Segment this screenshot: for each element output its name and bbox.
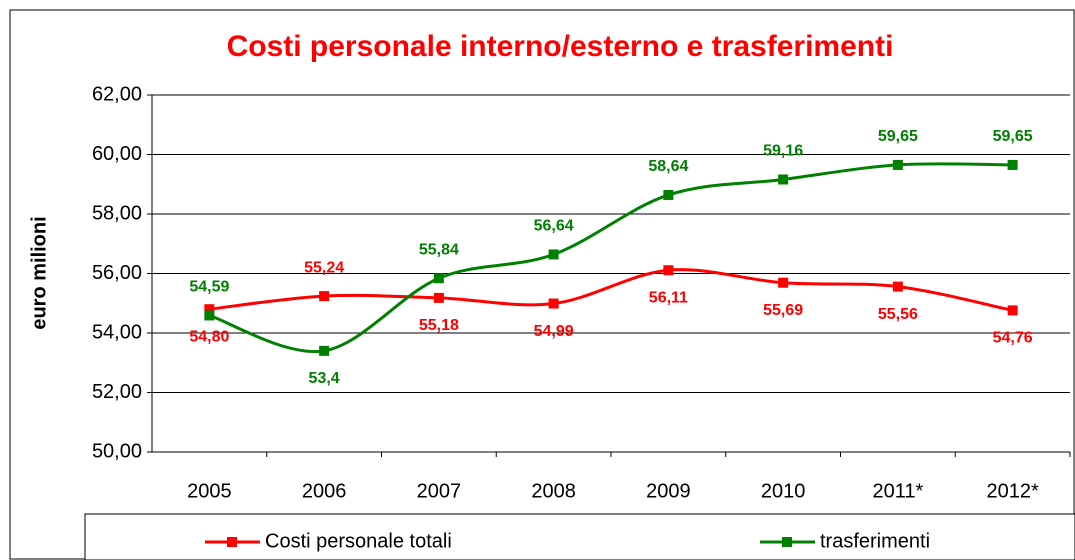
x-tick-label: 2012* bbox=[986, 480, 1038, 502]
marker bbox=[433, 273, 444, 284]
data-label: 56,64 bbox=[534, 218, 574, 235]
chart-title: Costi personale interno/esterno e trasfe… bbox=[227, 30, 894, 63]
legend-box bbox=[84, 513, 1075, 560]
marker bbox=[1007, 159, 1018, 170]
data-label: 54,76 bbox=[993, 330, 1033, 347]
legend-marker bbox=[782, 537, 792, 547]
data-label: 54,80 bbox=[189, 328, 229, 345]
data-label: 55,18 bbox=[419, 317, 459, 334]
x-tick-label: 2011* bbox=[872, 480, 923, 502]
marker bbox=[204, 310, 215, 321]
y-tick-label: 50,00 bbox=[92, 440, 142, 462]
data-label: 53,4 bbox=[309, 370, 340, 387]
y-axis-label: euro milioni bbox=[28, 216, 50, 329]
marker bbox=[892, 159, 903, 170]
marker bbox=[204, 304, 215, 315]
data-label: 59,65 bbox=[878, 128, 918, 145]
marker bbox=[548, 249, 559, 260]
marker bbox=[778, 174, 789, 185]
x-tick-label: 2009 bbox=[646, 480, 691, 502]
legend-label: Costi personale totali bbox=[265, 530, 452, 552]
marker bbox=[548, 298, 559, 309]
data-label: 58,64 bbox=[648, 158, 688, 175]
marker bbox=[663, 189, 674, 200]
line bbox=[209, 268, 1013, 312]
marker bbox=[1007, 305, 1018, 316]
marker bbox=[433, 292, 444, 303]
x-tick-label: 2007 bbox=[417, 480, 462, 502]
y-tick-label: 60,00 bbox=[92, 143, 142, 165]
data-label: 55,69 bbox=[763, 302, 803, 319]
legend-marker bbox=[227, 537, 237, 547]
data-label: 55,84 bbox=[419, 241, 459, 258]
marker bbox=[319, 345, 330, 356]
x-tick-label: 2010 bbox=[761, 480, 806, 502]
data-label: 54,59 bbox=[189, 279, 229, 296]
y-tick-label: 62,00 bbox=[92, 83, 142, 105]
data-label: 56,11 bbox=[649, 289, 688, 306]
y-tick-label: 54,00 bbox=[92, 321, 142, 343]
x-tick-label: 2005 bbox=[187, 480, 232, 502]
data-label: 55,24 bbox=[304, 259, 344, 276]
data-label: 59,65 bbox=[993, 128, 1033, 145]
chart-frame bbox=[9, 9, 1075, 560]
marker bbox=[892, 281, 903, 292]
marker bbox=[663, 265, 674, 276]
x-tick-label: 2008 bbox=[531, 480, 576, 502]
y-tick-label: 58,00 bbox=[92, 202, 142, 224]
data-label: 54,99 bbox=[534, 323, 574, 340]
legend-label: trasferimenti bbox=[820, 530, 930, 552]
marker bbox=[319, 291, 330, 302]
y-tick-label: 56,00 bbox=[92, 262, 142, 284]
x-tick-label: 2006 bbox=[302, 480, 347, 502]
marker bbox=[778, 277, 789, 288]
line bbox=[208, 162, 1013, 354]
data-label: 55,56 bbox=[878, 306, 918, 323]
y-tick-label: 52,00 bbox=[92, 381, 142, 403]
data-label: 59,16 bbox=[763, 143, 803, 160]
